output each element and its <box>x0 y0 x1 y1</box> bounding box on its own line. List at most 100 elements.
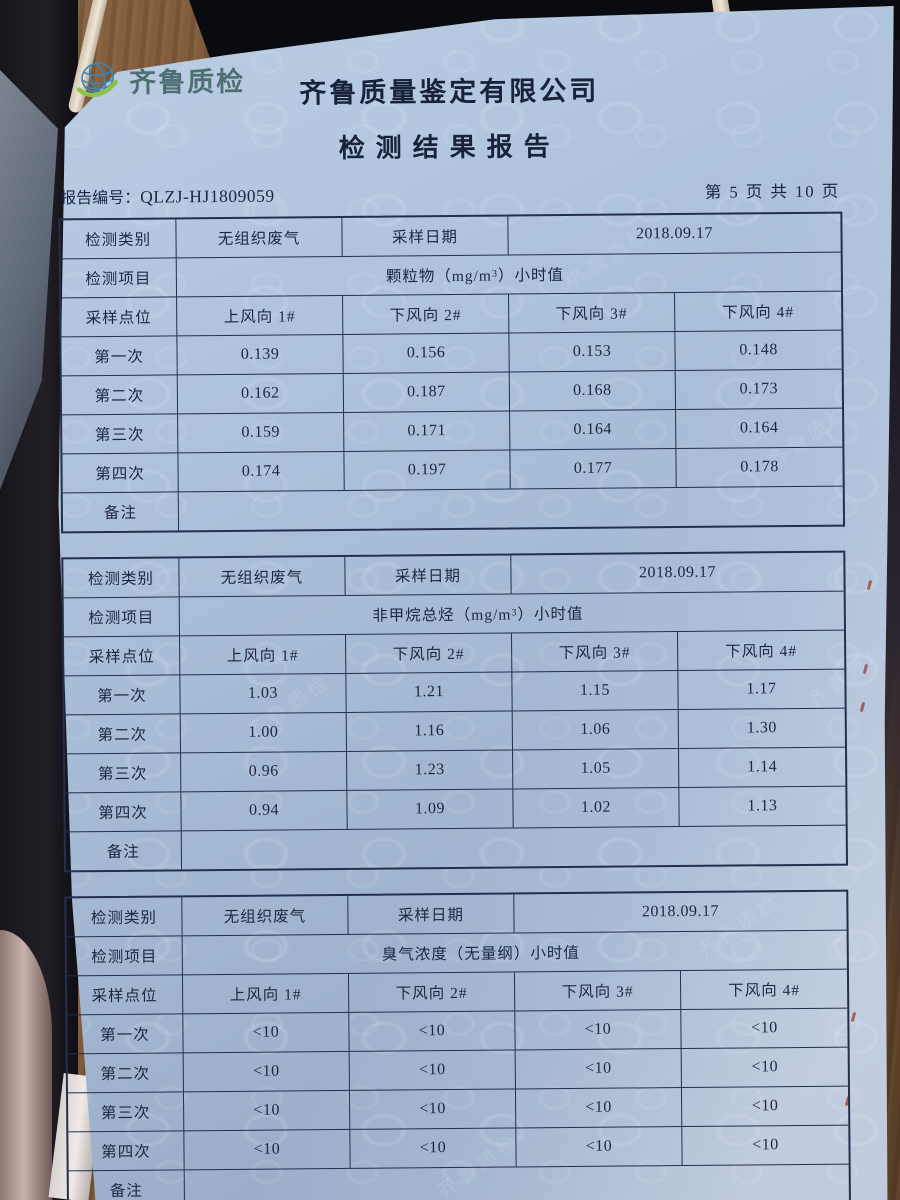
report-number: 报告编号：QLZJ-HJ1809059 <box>60 183 275 209</box>
result-value: 0.164 <box>510 410 677 451</box>
trial-label: 第一次 <box>61 336 178 377</box>
result-value: 0.164 <box>676 408 843 450</box>
data-row: 第四次 0.94 1.09 1.02 1.13 <box>65 786 846 833</box>
data-row: 第二次 1.00 1.16 1.06 1.30 <box>64 708 846 755</box>
remark-row: 备注 <box>62 487 843 532</box>
result-value: 0.178 <box>676 447 843 489</box>
points-label: 采样点位 <box>61 297 178 338</box>
points-row: 采样点位 上风向 1# 下风向 2# 下风向 3# 下风向 4# <box>66 969 848 1016</box>
points-label: 采样点位 <box>66 975 184 1016</box>
point-value: 上风向 1# <box>180 634 347 676</box>
date-value: 2018.09.17 <box>508 213 841 256</box>
item-row: 检测项目 颗粒物（mg/m 3 ）小时值 <box>60 252 842 299</box>
red-edge-mark <box>866 579 873 591</box>
date-value: 2018.09.17 <box>514 891 847 934</box>
result-value: 0.173 <box>675 369 843 411</box>
result-value: 0.96 <box>181 751 348 793</box>
trial-label: 第二次 <box>64 714 182 755</box>
report-number-label: 报告编号： <box>60 189 141 208</box>
remark-row: 备注 <box>65 826 846 871</box>
result-value: <10 <box>516 1127 683 1168</box>
report-content: 齐鲁质检 齐鲁质量鉴定有限公司 检测结果报告 报告编号：QLZJ-HJ18090… <box>57 27 852 1200</box>
result-value: 0.174 <box>178 451 345 493</box>
result-value: 1.23 <box>347 750 514 791</box>
points-label: 采样点位 <box>64 636 181 677</box>
red-edge-mark <box>859 701 866 713</box>
result-value: 1.06 <box>512 710 680 751</box>
date-label: 采样日期 <box>348 894 515 935</box>
result-value: 0.94 <box>181 790 348 832</box>
points-row: 采样点位 上风向 1# 下风向 2# 下风向 3# 下风向 4# <box>61 291 842 338</box>
report-number-value: QLZJ-HJ1809059 <box>140 185 275 207</box>
result-value: 1.17 <box>678 669 845 711</box>
result-value: 1.13 <box>679 786 846 828</box>
point-value: 下风向 4# <box>675 291 842 333</box>
result-value: <10 <box>349 1050 516 1091</box>
logo-text: 齐鲁质检 <box>129 66 246 98</box>
result-value: 0.168 <box>509 371 677 412</box>
trial-label: 第四次 <box>62 453 179 494</box>
date-value: 2018.09.17 <box>511 552 844 595</box>
result-value: <10 <box>682 1125 849 1167</box>
result-value: 0.153 <box>509 332 676 373</box>
data-row: 第三次 0.96 1.23 1.05 1.14 <box>65 747 846 794</box>
point-value: 上风向 1# <box>177 295 344 337</box>
result-value: 0.177 <box>510 449 677 490</box>
point-value: 下风向 2# <box>348 972 516 1013</box>
report-meta-row: 报告编号：QLZJ-HJ1809059 第 5 页 共 10 页 <box>58 178 842 209</box>
result-value: <10 <box>681 1008 848 1050</box>
result-value: 1.02 <box>513 788 680 829</box>
result-value: <10 <box>349 1089 517 1130</box>
trial-label: 第二次 <box>67 1053 184 1094</box>
data-row: 第二次 <10 <10 <10 <10 <box>67 1047 848 1094</box>
result-value: 0.171 <box>344 411 511 452</box>
trial-label: 第三次 <box>65 753 182 794</box>
result-value: <10 <box>515 1088 683 1129</box>
result-value: <10 <box>515 1010 682 1051</box>
point-value: 下风向 4# <box>680 969 848 1011</box>
results-table-particulate: 检测类别 无组织废气 采样日期 2018.09.17 检测项目 颗粒物（mg/m… <box>58 211 846 534</box>
trial-label: 第一次 <box>64 675 181 716</box>
category-row: 检测类别 无组织废气 采样日期 2018.09.17 <box>63 552 844 599</box>
remark-value <box>179 487 843 531</box>
remark-row: 备注 <box>68 1165 849 1200</box>
result-value: <10 <box>183 1012 350 1054</box>
date-label: 采样日期 <box>345 555 512 596</box>
result-value: 1.16 <box>346 711 514 752</box>
result-value: <10 <box>183 1051 350 1093</box>
data-row: 第三次 <10 <10 <10 <10 <box>67 1086 849 1133</box>
remark-label: 备注 <box>65 831 183 871</box>
result-value: <10 <box>184 1129 351 1171</box>
results-table-odor: 检测类别 无组织废气 采样日期 2018.09.17 检测项目 臭气浓度（无量纲… <box>64 889 851 1200</box>
result-value: 1.14 <box>679 747 846 789</box>
trial-label: 第三次 <box>67 1092 185 1133</box>
result-value: 0.156 <box>343 333 510 374</box>
remark-label: 备注 <box>62 492 180 532</box>
point-value: 上风向 1# <box>182 973 350 1015</box>
result-value: <10 <box>681 1086 849 1128</box>
trial-label: 第一次 <box>67 1014 184 1055</box>
remark-label: 备注 <box>68 1170 185 1200</box>
data-row: 第一次 <10 <10 <10 <10 <box>67 1008 848 1055</box>
data-row: 第二次 0.162 0.187 0.168 0.173 <box>61 369 843 416</box>
point-value: 下风向 3# <box>511 632 679 673</box>
item-row: 检测项目 臭气浓度（无量纲）小时值 <box>66 930 847 977</box>
trial-label: 第四次 <box>68 1131 185 1172</box>
category-value: 无组织废气 <box>176 217 343 259</box>
data-row: 第一次 1.03 1.21 1.15 1.17 <box>64 669 845 716</box>
item-label: 检测项目 <box>63 597 181 638</box>
data-row: 第三次 0.159 0.171 0.164 0.164 <box>62 408 843 455</box>
category-value: 无组织废气 <box>182 895 349 937</box>
result-value: 0.187 <box>343 372 511 413</box>
category-label: 检测类别 <box>60 219 177 260</box>
result-value: 1.21 <box>346 672 513 713</box>
category-label: 检测类别 <box>66 897 183 938</box>
date-label: 采样日期 <box>342 216 509 257</box>
point-value: 下风向 3# <box>514 971 682 1012</box>
remark-value <box>182 826 846 870</box>
point-value: 下风向 3# <box>509 293 676 334</box>
red-edge-mark <box>850 1011 857 1023</box>
result-value: <10 <box>681 1047 848 1089</box>
